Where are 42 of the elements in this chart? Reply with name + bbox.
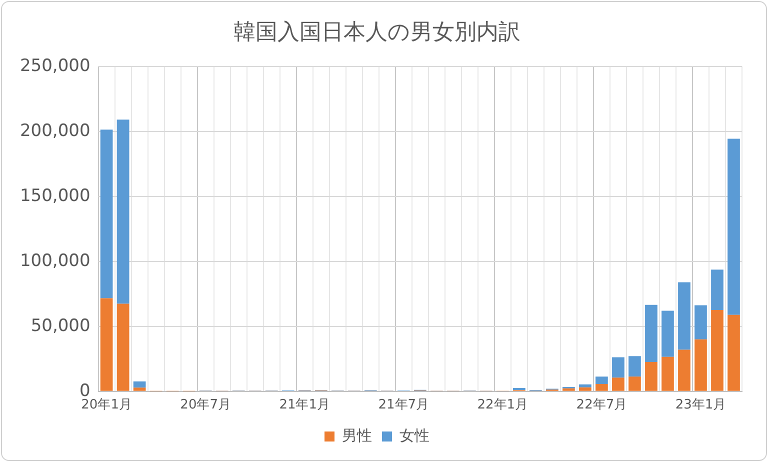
x-tick-label: 21年1月 — [279, 398, 330, 413]
bar — [596, 376, 608, 384]
bar — [711, 310, 724, 391]
bar — [628, 356, 641, 377]
bar — [711, 270, 724, 310]
bar — [596, 384, 608, 391]
bar — [116, 304, 130, 391]
x-tick-label: 22年7月 — [576, 398, 628, 413]
bar — [579, 387, 592, 391]
y-tick-label: 150,000 — [20, 186, 90, 206]
x-tick-label: 20年7月 — [180, 398, 231, 413]
bar — [628, 376, 641, 391]
bar — [728, 138, 740, 315]
bar — [645, 304, 658, 362]
bar — [116, 120, 130, 304]
x-tick-label: 21年7月 — [378, 398, 430, 413]
bar — [662, 356, 674, 391]
bar — [694, 305, 707, 340]
bar — [100, 130, 113, 298]
y-tick-label: 100,000 — [20, 250, 90, 271]
bar — [645, 362, 658, 391]
x-tick-label: 20年1月 — [81, 398, 132, 413]
bar — [562, 388, 575, 391]
bar — [678, 282, 690, 350]
x-tick-label: 23年1月 — [675, 398, 726, 413]
legend-label: 男性 — [342, 426, 372, 444]
bar — [100, 298, 113, 391]
bar — [662, 310, 674, 357]
y-tick-label: 250,000 — [20, 56, 90, 76]
bar — [612, 357, 624, 378]
bar — [579, 384, 592, 388]
bar — [694, 339, 707, 391]
bar — [678, 350, 690, 391]
y-tick-label: 200,000 — [20, 120, 90, 141]
chart-title: 韓国入国日本人の男女別内訳 — [234, 20, 520, 45]
bar — [133, 388, 146, 391]
bar — [728, 314, 740, 391]
x-tick-label: 22年1月 — [477, 398, 528, 413]
y-tick-label: 50,000 — [30, 316, 90, 336]
bar — [612, 378, 624, 391]
legend-label: 女性 — [400, 426, 430, 444]
bar — [133, 381, 146, 388]
